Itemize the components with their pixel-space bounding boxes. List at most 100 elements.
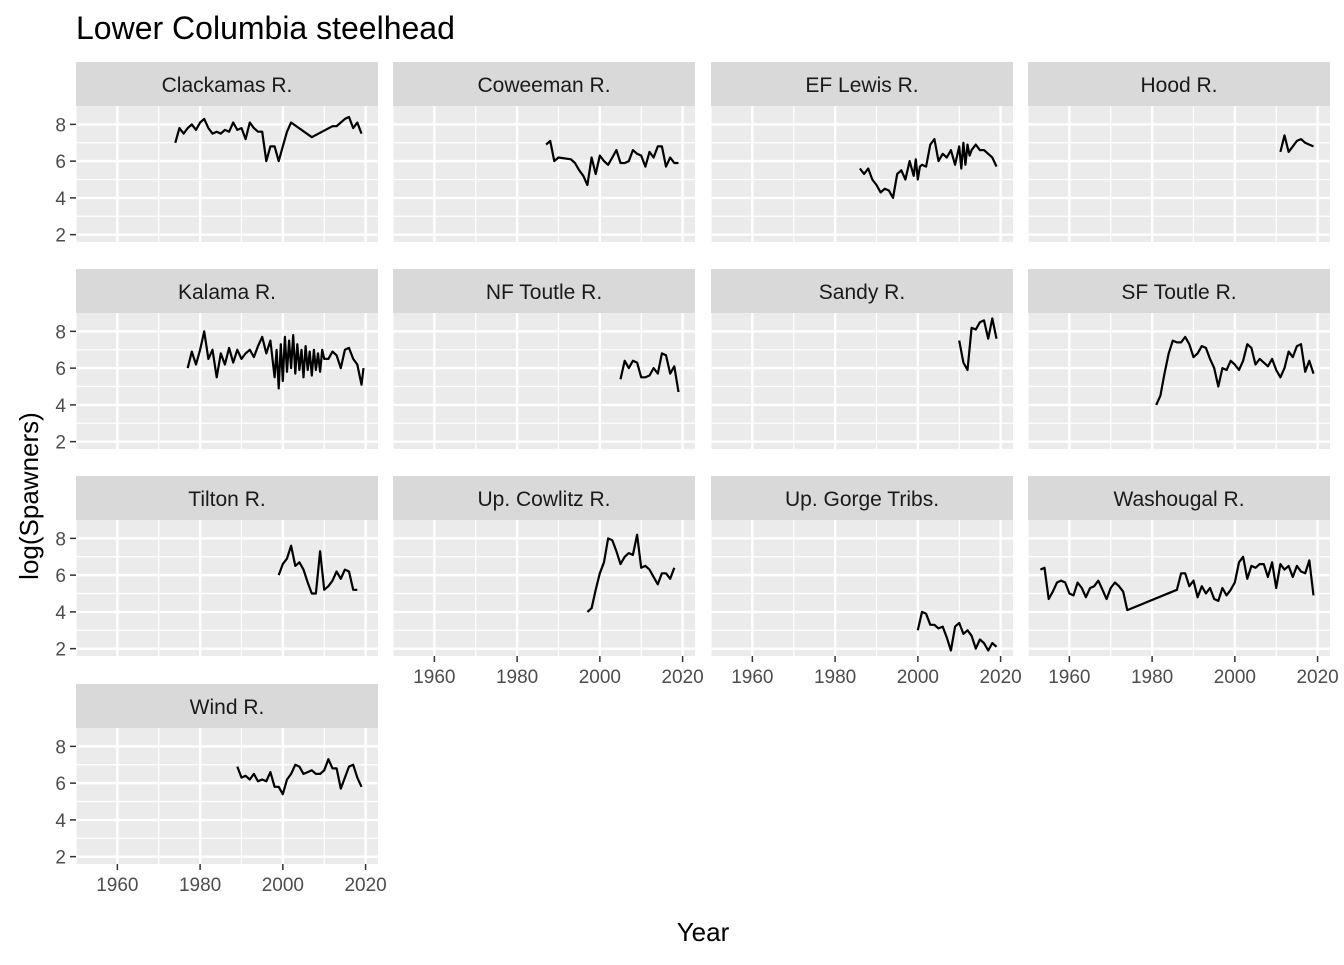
y-tick-label: 8 <box>55 115 66 136</box>
series-line <box>586 533 676 613</box>
facet-panel: Washougal R. 1960 1980 2000 2020 <box>1027 476 1339 688</box>
series-line <box>619 352 680 393</box>
panel-background <box>76 520 378 656</box>
x-tick-label: 1960 <box>731 667 773 688</box>
x-tick-label: 1980 <box>496 667 538 688</box>
panel-background <box>393 106 695 242</box>
facet-label: Up. Gorge Tribs. <box>785 488 939 511</box>
facet-strip <box>393 62 695 106</box>
x-tick-label: 2000 <box>1214 667 1256 688</box>
facet-strip <box>1028 476 1330 520</box>
facet-panel: Tilton R. 2 4 6 8 <box>55 476 378 661</box>
chart-title: Lower Columbia steelhead <box>76 10 455 46</box>
x-tick-label: 1980 <box>1131 667 1173 688</box>
x-tick-label: 2020 <box>661 667 703 688</box>
facet-label: EF Lewis R. <box>805 74 918 97</box>
facet-strip <box>1028 62 1330 106</box>
facet-panel: Sandy R. <box>710 269 1013 449</box>
y-tick-label: 2 <box>55 640 66 661</box>
x-tick-label: 1960 <box>1048 667 1090 688</box>
x-tick-label: 1960 <box>413 667 455 688</box>
y-tick-label: 8 <box>55 529 66 550</box>
x-tick-label: 1960 <box>96 875 138 896</box>
x-axis-label: Year <box>677 917 730 947</box>
facet-panel: SF Toutle R. <box>1027 269 1330 449</box>
facet-label: Washougal R. <box>1113 488 1244 511</box>
facet-label: Clackamas R. <box>162 74 293 97</box>
panel-background <box>711 106 1013 242</box>
facet-panel: Coweeman R. <box>392 62 695 242</box>
facet-panels: Clackamas R. 2 4 6 8 Coweeman R. EF Lewis R. Ho… <box>55 62 1339 896</box>
y-tick-label: 2 <box>55 226 66 247</box>
panel-background <box>76 728 378 864</box>
facet-strip <box>76 476 378 520</box>
facet-label: Wind R. <box>190 696 265 719</box>
panel-background <box>393 520 695 656</box>
facet-strip <box>711 476 1013 520</box>
facet-label: Tilton R. <box>188 488 265 511</box>
series-line <box>1155 335 1315 406</box>
facet-label: SF Toutle R. <box>1121 281 1236 304</box>
panel-background <box>1028 313 1330 449</box>
facet-panel: Up. Cowlitz R. 1960 1980 2000 2020 <box>392 476 704 688</box>
x-tick-label: 2020 <box>979 667 1021 688</box>
series-line <box>545 139 679 187</box>
facet-strip <box>76 684 378 728</box>
y-tick-label: 2 <box>55 433 66 454</box>
facet-strip <box>76 269 378 313</box>
panel-background <box>393 313 695 449</box>
facet-strip <box>711 62 1013 106</box>
panel-background <box>711 313 1013 449</box>
facet-label: Kalama R. <box>178 281 276 304</box>
series-line <box>174 115 363 163</box>
panel-background <box>1028 106 1330 242</box>
x-tick-label: 2000 <box>897 667 939 688</box>
y-tick-label: 8 <box>55 322 66 343</box>
y-tick-label: 2 <box>55 848 66 869</box>
series-line <box>1279 134 1314 153</box>
series-line <box>916 610 998 652</box>
facet-panel: Kalama R. 2 4 6 8 <box>55 269 378 454</box>
facet-panel: Wind R. 2 4 6 8 1960 1980 2000 2020 <box>55 684 387 896</box>
panel-background <box>1028 520 1330 656</box>
x-tick-label: 2020 <box>344 875 386 896</box>
x-tick-label: 2000 <box>262 875 304 896</box>
x-tick-label: 2000 <box>579 667 621 688</box>
series-line <box>859 138 998 199</box>
y-tick-label: 4 <box>55 189 66 210</box>
y-axis-label: log(Spawners) <box>14 412 44 580</box>
y-tick-label: 6 <box>55 566 66 587</box>
y-tick-label: 4 <box>55 603 66 624</box>
facet-label: Coweeman R. <box>477 74 610 97</box>
facet-label: Hood R. <box>1140 74 1217 97</box>
series-line <box>958 317 998 372</box>
series-line <box>1039 555 1315 612</box>
series-line <box>186 330 365 390</box>
facet-label: Up. Cowlitz R. <box>477 488 610 511</box>
facet-panel: NF Toutle R. <box>392 269 695 449</box>
facet-label: NF Toutle R. <box>486 281 602 304</box>
facet-strip <box>393 269 695 313</box>
x-tick-label: 1980 <box>814 667 856 688</box>
facet-strip <box>393 476 695 520</box>
y-tick-label: 6 <box>55 359 66 380</box>
series-line <box>236 758 363 796</box>
facet-strip <box>1028 269 1330 313</box>
panel-background <box>76 313 378 449</box>
facet-label: Sandy R. <box>819 281 905 304</box>
facet-panel: Clackamas R. 2 4 6 8 <box>55 62 378 247</box>
y-tick-label: 6 <box>55 774 66 795</box>
y-tick-label: 4 <box>55 811 66 832</box>
panel-background <box>711 520 1013 656</box>
facet-strip <box>76 62 378 106</box>
x-tick-label: 1980 <box>179 875 221 896</box>
x-tick-label: 2020 <box>1296 667 1338 688</box>
series-line <box>277 544 358 595</box>
y-tick-label: 8 <box>55 737 66 758</box>
facet-panel: Up. Gorge Tribs. 1960 1980 2000 2020 <box>710 476 1022 688</box>
facet-panel: Hood R. <box>1027 62 1330 242</box>
y-tick-label: 6 <box>55 152 66 173</box>
y-tick-label: 4 <box>55 396 66 417</box>
